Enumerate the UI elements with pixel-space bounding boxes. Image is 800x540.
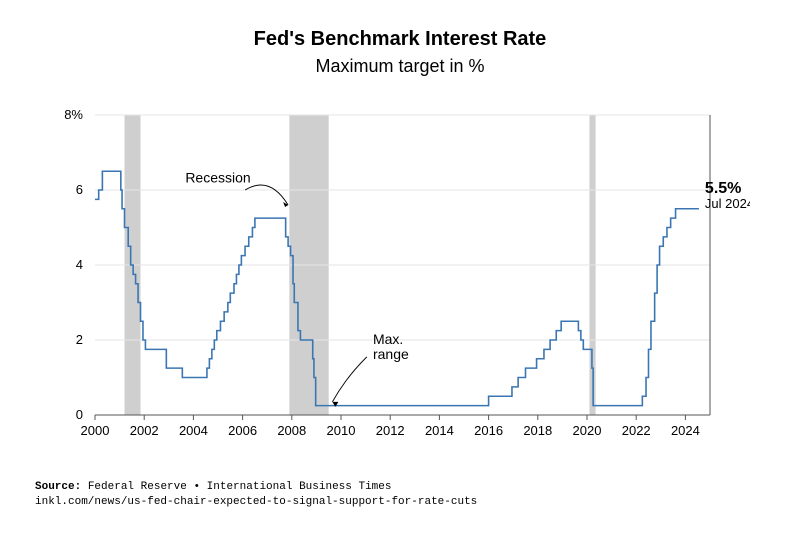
y-tick-label: 4 [76, 257, 83, 272]
y-tick-label: 2 [76, 332, 83, 347]
maxrange-annotation: Max. [373, 331, 403, 347]
x-tick-label: 2020 [573, 423, 602, 438]
x-tick-label: 2008 [277, 423, 306, 438]
source-block: Source: Federal Reserve • International … [35, 480, 477, 510]
source-text: Federal Reserve • International Business… [88, 481, 392, 493]
source-url: inkl.com/news/us-fed-chair-expected-to-s… [35, 496, 477, 508]
recession-annotation: Recession [185, 170, 250, 186]
chart-title: Fed's Benchmark Interest Rate [0, 28, 800, 51]
x-tick-label: 2010 [327, 423, 356, 438]
fed-rate-chart: 2000 2002 2004 2006 2008 2010 2012 2014 2016 2018… [50, 95, 750, 455]
x-tick-label: 2004 [179, 423, 208, 438]
maxrange-annotation: range [373, 346, 409, 362]
recession-arrow [245, 185, 288, 205]
y-tick-label: 8% [64, 107, 83, 122]
chart-subtitle: Maximum target in % [0, 56, 800, 77]
x-tick-label: 2024 [671, 423, 700, 438]
x-tick-label: 2016 [474, 423, 503, 438]
current-value: 5.5% [705, 180, 741, 197]
x-tick-label: 2012 [376, 423, 405, 438]
maxrange-arrow [332, 357, 366, 402]
x-tick-label: 2014 [425, 423, 454, 438]
y-tick-label: 0 [76, 407, 83, 422]
x-tick-label: 2006 [228, 423, 257, 438]
source-label: Source: [35, 481, 81, 493]
x-tick-label: 2018 [523, 423, 552, 438]
x-tick-label: 2002 [130, 423, 159, 438]
rate-line [95, 171, 699, 405]
y-tick-label: 6 [76, 182, 83, 197]
x-tick-label: 2022 [622, 423, 651, 438]
x-tick-label: 2000 [81, 423, 110, 438]
chart-container: { "chart": { "type": "line-step", "title… [0, 0, 800, 540]
current-date: Jul 2024 [705, 196, 750, 211]
